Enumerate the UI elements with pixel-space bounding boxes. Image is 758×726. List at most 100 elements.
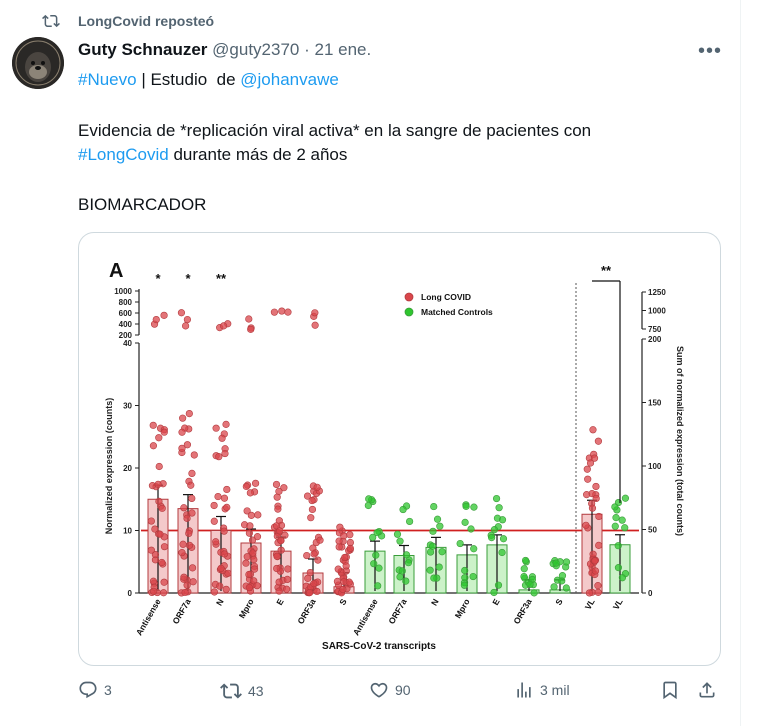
- data-point: [313, 587, 321, 596]
- data-point: [220, 322, 228, 330]
- data-point: [499, 535, 508, 543]
- data-point: [178, 444, 186, 452]
- repost-indicator: LongCovid reposteó: [42, 12, 214, 30]
- more-options-icon[interactable]: •••: [698, 40, 723, 62]
- data-point: [188, 509, 196, 517]
- data-point: [254, 511, 262, 519]
- data-point: [246, 489, 254, 497]
- author-handle[interactable]: @guty2370: [212, 40, 300, 59]
- panel-label: A: [109, 260, 123, 282]
- left-tick-label: 1000: [114, 287, 132, 296]
- data-point: [154, 480, 162, 488]
- data-point: [221, 449, 229, 458]
- left-tick-label: 0: [128, 589, 133, 598]
- repost-author-link[interactable]: LongCovid reposteó: [78, 13, 215, 29]
- data-point: [160, 578, 168, 586]
- data-point: [402, 577, 410, 585]
- data-point: [490, 588, 498, 597]
- data-point: [217, 564, 225, 572]
- data-point: [461, 574, 469, 582]
- significance-antisense: *: [155, 271, 161, 286]
- author-name[interactable]: Guty Schnauzer: [78, 40, 208, 59]
- data-point: [155, 434, 163, 442]
- data-point: [281, 531, 289, 539]
- data-point: [160, 543, 169, 551]
- views-button[interactable]: 3 mil: [514, 680, 570, 700]
- post-date[interactable]: 21 ene.: [314, 40, 372, 59]
- data-point: [155, 462, 163, 471]
- x-tick-label: VL: [583, 597, 597, 611]
- text-duration: durante más de 2 años: [168, 145, 348, 164]
- data-point: [273, 564, 281, 573]
- data-point: [242, 559, 250, 567]
- data-point: [612, 514, 620, 522]
- data-point: [374, 582, 382, 590]
- data-point: [492, 494, 501, 503]
- data-point: [404, 559, 413, 567]
- avatar[interactable]: [12, 37, 64, 89]
- data-point: [402, 551, 411, 559]
- data-point: [253, 533, 262, 541]
- data-point: [552, 559, 560, 567]
- mention-johanvawe[interactable]: @johanvawe: [240, 70, 339, 89]
- data-point: [210, 517, 218, 525]
- data-point: [310, 550, 318, 558]
- like-count: 90: [395, 682, 411, 698]
- reply-button[interactable]: 3: [78, 680, 112, 700]
- x-tick-label: ORF7a: [386, 597, 408, 626]
- data-point: [274, 505, 282, 513]
- right-tick-label: 1250: [648, 288, 666, 297]
- data-point: [520, 565, 528, 573]
- data-point: [160, 428, 168, 436]
- data-point: [182, 322, 190, 330]
- chart-image-card[interactable]: A 0 10 20 30 40 200 400 600 800 1000 Normalized exp…: [78, 232, 721, 666]
- data-point: [494, 581, 503, 589]
- data-point: [313, 483, 321, 491]
- repost-icon: [42, 14, 60, 28]
- data-point: [591, 567, 600, 575]
- data-point: [373, 529, 381, 537]
- data-point: [223, 503, 231, 511]
- data-point: [438, 548, 446, 556]
- data-point: [178, 428, 186, 436]
- x-axis-title: SARS-CoV-2 transcripts: [322, 641, 436, 652]
- data-point: [210, 588, 219, 596]
- share-button[interactable]: [697, 680, 717, 700]
- data-point: [375, 564, 383, 572]
- like-button[interactable]: 90: [369, 680, 411, 700]
- data-point: [586, 459, 595, 467]
- data-point: [218, 434, 226, 442]
- action-bar: 3 43 90 3 mil: [0, 680, 740, 710]
- x-tick-label: S: [337, 597, 349, 607]
- data-point: [275, 487, 283, 495]
- right-tick-label: 0: [648, 589, 653, 598]
- hashtag-nuevo[interactable]: #Nuevo: [78, 70, 137, 89]
- data-point: [248, 536, 257, 544]
- data-point: [147, 517, 155, 525]
- data-point: [247, 511, 255, 519]
- repost-button[interactable]: 43: [220, 680, 264, 702]
- data-point: [222, 420, 230, 428]
- data-point: [584, 475, 592, 483]
- hashtag-longcovid[interactable]: #LongCovid: [78, 145, 169, 164]
- data-point: [245, 584, 253, 592]
- data-point: [220, 550, 229, 558]
- data-point: [190, 451, 198, 459]
- data-point: [243, 507, 251, 515]
- data-point: [212, 538, 220, 546]
- data-point: [342, 562, 350, 570]
- x-tick-label: ORF3a: [511, 597, 533, 626]
- bookmark-button[interactable]: [660, 680, 680, 700]
- data-point: [284, 565, 292, 573]
- data-point: [346, 531, 354, 539]
- data-point: [212, 424, 220, 432]
- data-point: [583, 465, 591, 473]
- data-point: [188, 564, 197, 572]
- x-tick-label: E: [490, 597, 502, 607]
- data-point: [214, 492, 222, 501]
- data-point: [618, 574, 627, 582]
- right-tick-label: 150: [648, 399, 662, 408]
- left-tick-label: 400: [119, 320, 133, 329]
- data-point: [530, 589, 538, 597]
- data-point: [278, 307, 286, 315]
